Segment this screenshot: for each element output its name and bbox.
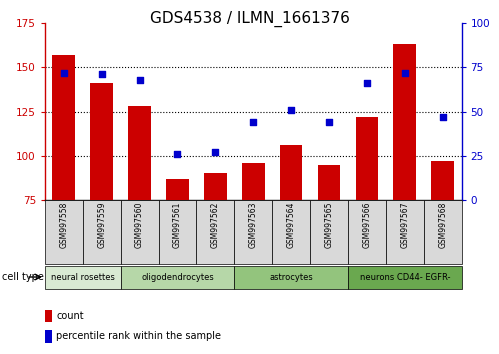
Text: percentile rank within the sample: percentile rank within the sample <box>56 331 221 341</box>
Point <box>212 149 220 155</box>
Bar <box>280 145 302 333</box>
Bar <box>197 200 235 264</box>
Text: GSM997560: GSM997560 <box>135 202 144 249</box>
Text: GSM997567: GSM997567 <box>400 202 409 249</box>
Bar <box>45 200 83 264</box>
Text: GSM997558: GSM997558 <box>59 202 68 248</box>
Bar <box>310 200 348 264</box>
Bar <box>235 266 348 289</box>
Point <box>363 80 371 86</box>
Bar <box>45 330 52 343</box>
Point <box>287 107 295 113</box>
Bar <box>45 266 121 289</box>
Text: oligodendrocytes: oligodendrocytes <box>141 273 214 281</box>
Point <box>325 119 333 125</box>
Text: GSM997559: GSM997559 <box>97 202 106 249</box>
Text: count: count <box>56 311 84 321</box>
Bar <box>204 173 227 333</box>
Bar <box>128 106 151 333</box>
Text: neural rosettes: neural rosettes <box>51 273 115 281</box>
Bar <box>393 44 416 333</box>
Bar <box>235 200 272 264</box>
Text: GSM997565: GSM997565 <box>324 202 333 249</box>
Bar <box>272 200 310 264</box>
Bar <box>348 200 386 264</box>
Point <box>249 119 257 125</box>
Text: cell type: cell type <box>2 272 44 282</box>
Bar <box>424 200 462 264</box>
Point <box>60 70 68 75</box>
Bar <box>45 309 52 322</box>
Text: astrocytes: astrocytes <box>269 273 313 281</box>
Text: GSM997568: GSM997568 <box>438 202 447 248</box>
Bar <box>166 179 189 333</box>
Bar <box>386 200 424 264</box>
Text: GSM997566: GSM997566 <box>362 202 371 249</box>
Text: GDS4538 / ILMN_1661376: GDS4538 / ILMN_1661376 <box>150 11 349 27</box>
Bar <box>355 117 378 333</box>
Point <box>439 114 447 120</box>
Point <box>98 72 106 77</box>
Bar <box>90 83 113 333</box>
Text: GSM997564: GSM997564 <box>286 202 295 249</box>
Bar <box>318 165 340 333</box>
Point <box>401 70 409 75</box>
Text: neurons CD44- EGFR-: neurons CD44- EGFR- <box>359 273 450 281</box>
Bar <box>121 266 235 289</box>
Bar <box>121 200 159 264</box>
Bar <box>52 55 75 333</box>
Point <box>136 77 144 82</box>
Text: GSM997563: GSM997563 <box>249 202 258 249</box>
Point <box>174 151 182 157</box>
Text: GSM997561: GSM997561 <box>173 202 182 248</box>
Bar <box>242 163 264 333</box>
Bar <box>348 266 462 289</box>
Text: GSM997562: GSM997562 <box>211 202 220 248</box>
Bar <box>159 200 197 264</box>
Bar <box>431 161 454 333</box>
Bar <box>83 200 121 264</box>
